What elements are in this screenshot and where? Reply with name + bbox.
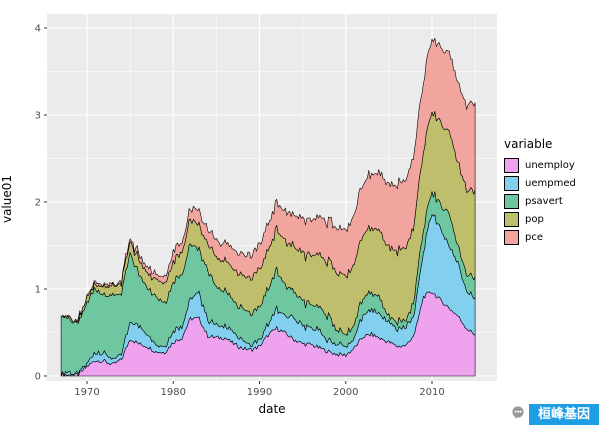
legend-label-unemploy: unemploy bbox=[525, 160, 575, 171]
watermark-text: 桓峰基因 bbox=[528, 404, 599, 425]
legend-key-unemploy bbox=[504, 158, 519, 173]
y-tick-label-3: 3 bbox=[35, 111, 41, 122]
legend-item-psavert: psavert bbox=[504, 194, 598, 209]
x-tick-label-1980: 1980 bbox=[161, 387, 186, 398]
legend-item-pop: pop bbox=[504, 212, 598, 227]
y-tick-label-1: 1 bbox=[35, 285, 41, 296]
stacked-areas bbox=[60, 37, 476, 377]
legend-label-psavert: psavert bbox=[525, 196, 563, 207]
area-pce bbox=[60, 37, 476, 323]
y-axis-title: value01 bbox=[0, 174, 14, 224]
legend-label-pop: pop bbox=[525, 214, 544, 225]
legend-label-pce: pce bbox=[525, 232, 543, 243]
x-tick-label-2000: 2000 bbox=[333, 387, 358, 398]
legend-key-pop bbox=[504, 212, 519, 227]
legend-item-pce: pce bbox=[504, 230, 598, 245]
y-tick-label-4: 4 bbox=[35, 24, 41, 35]
legend: variable unemploy uempmed psavert pop pce bbox=[504, 137, 598, 248]
legend-key-uempmed bbox=[504, 176, 519, 191]
y-tick-label-2: 2 bbox=[35, 198, 41, 209]
legend-key-psavert bbox=[504, 194, 519, 209]
legend-key-pce bbox=[504, 230, 519, 245]
legend-item-unemploy: unemploy bbox=[504, 158, 598, 173]
x-tick-label-1990: 1990 bbox=[247, 387, 272, 398]
y-tick-label-0: 0 bbox=[35, 372, 41, 383]
share-icon bbox=[510, 405, 526, 425]
axis-ticks: 0 1 2 3 4 1970 1980 1990 2000 2010 bbox=[35, 24, 445, 399]
legend-label-uempmed: uempmed bbox=[525, 178, 576, 189]
x-tick-label-2010: 2010 bbox=[419, 387, 444, 398]
legend-items: unemploy uempmed psavert pop pce bbox=[504, 158, 598, 245]
x-tick-label-1970: 1970 bbox=[74, 387, 99, 398]
watermark: 桓峰基因 bbox=[510, 404, 599, 425]
legend-title: variable bbox=[504, 137, 553, 151]
x-axis-title: date bbox=[258, 402, 286, 416]
legend-item-uempmed: uempmed bbox=[504, 176, 598, 191]
